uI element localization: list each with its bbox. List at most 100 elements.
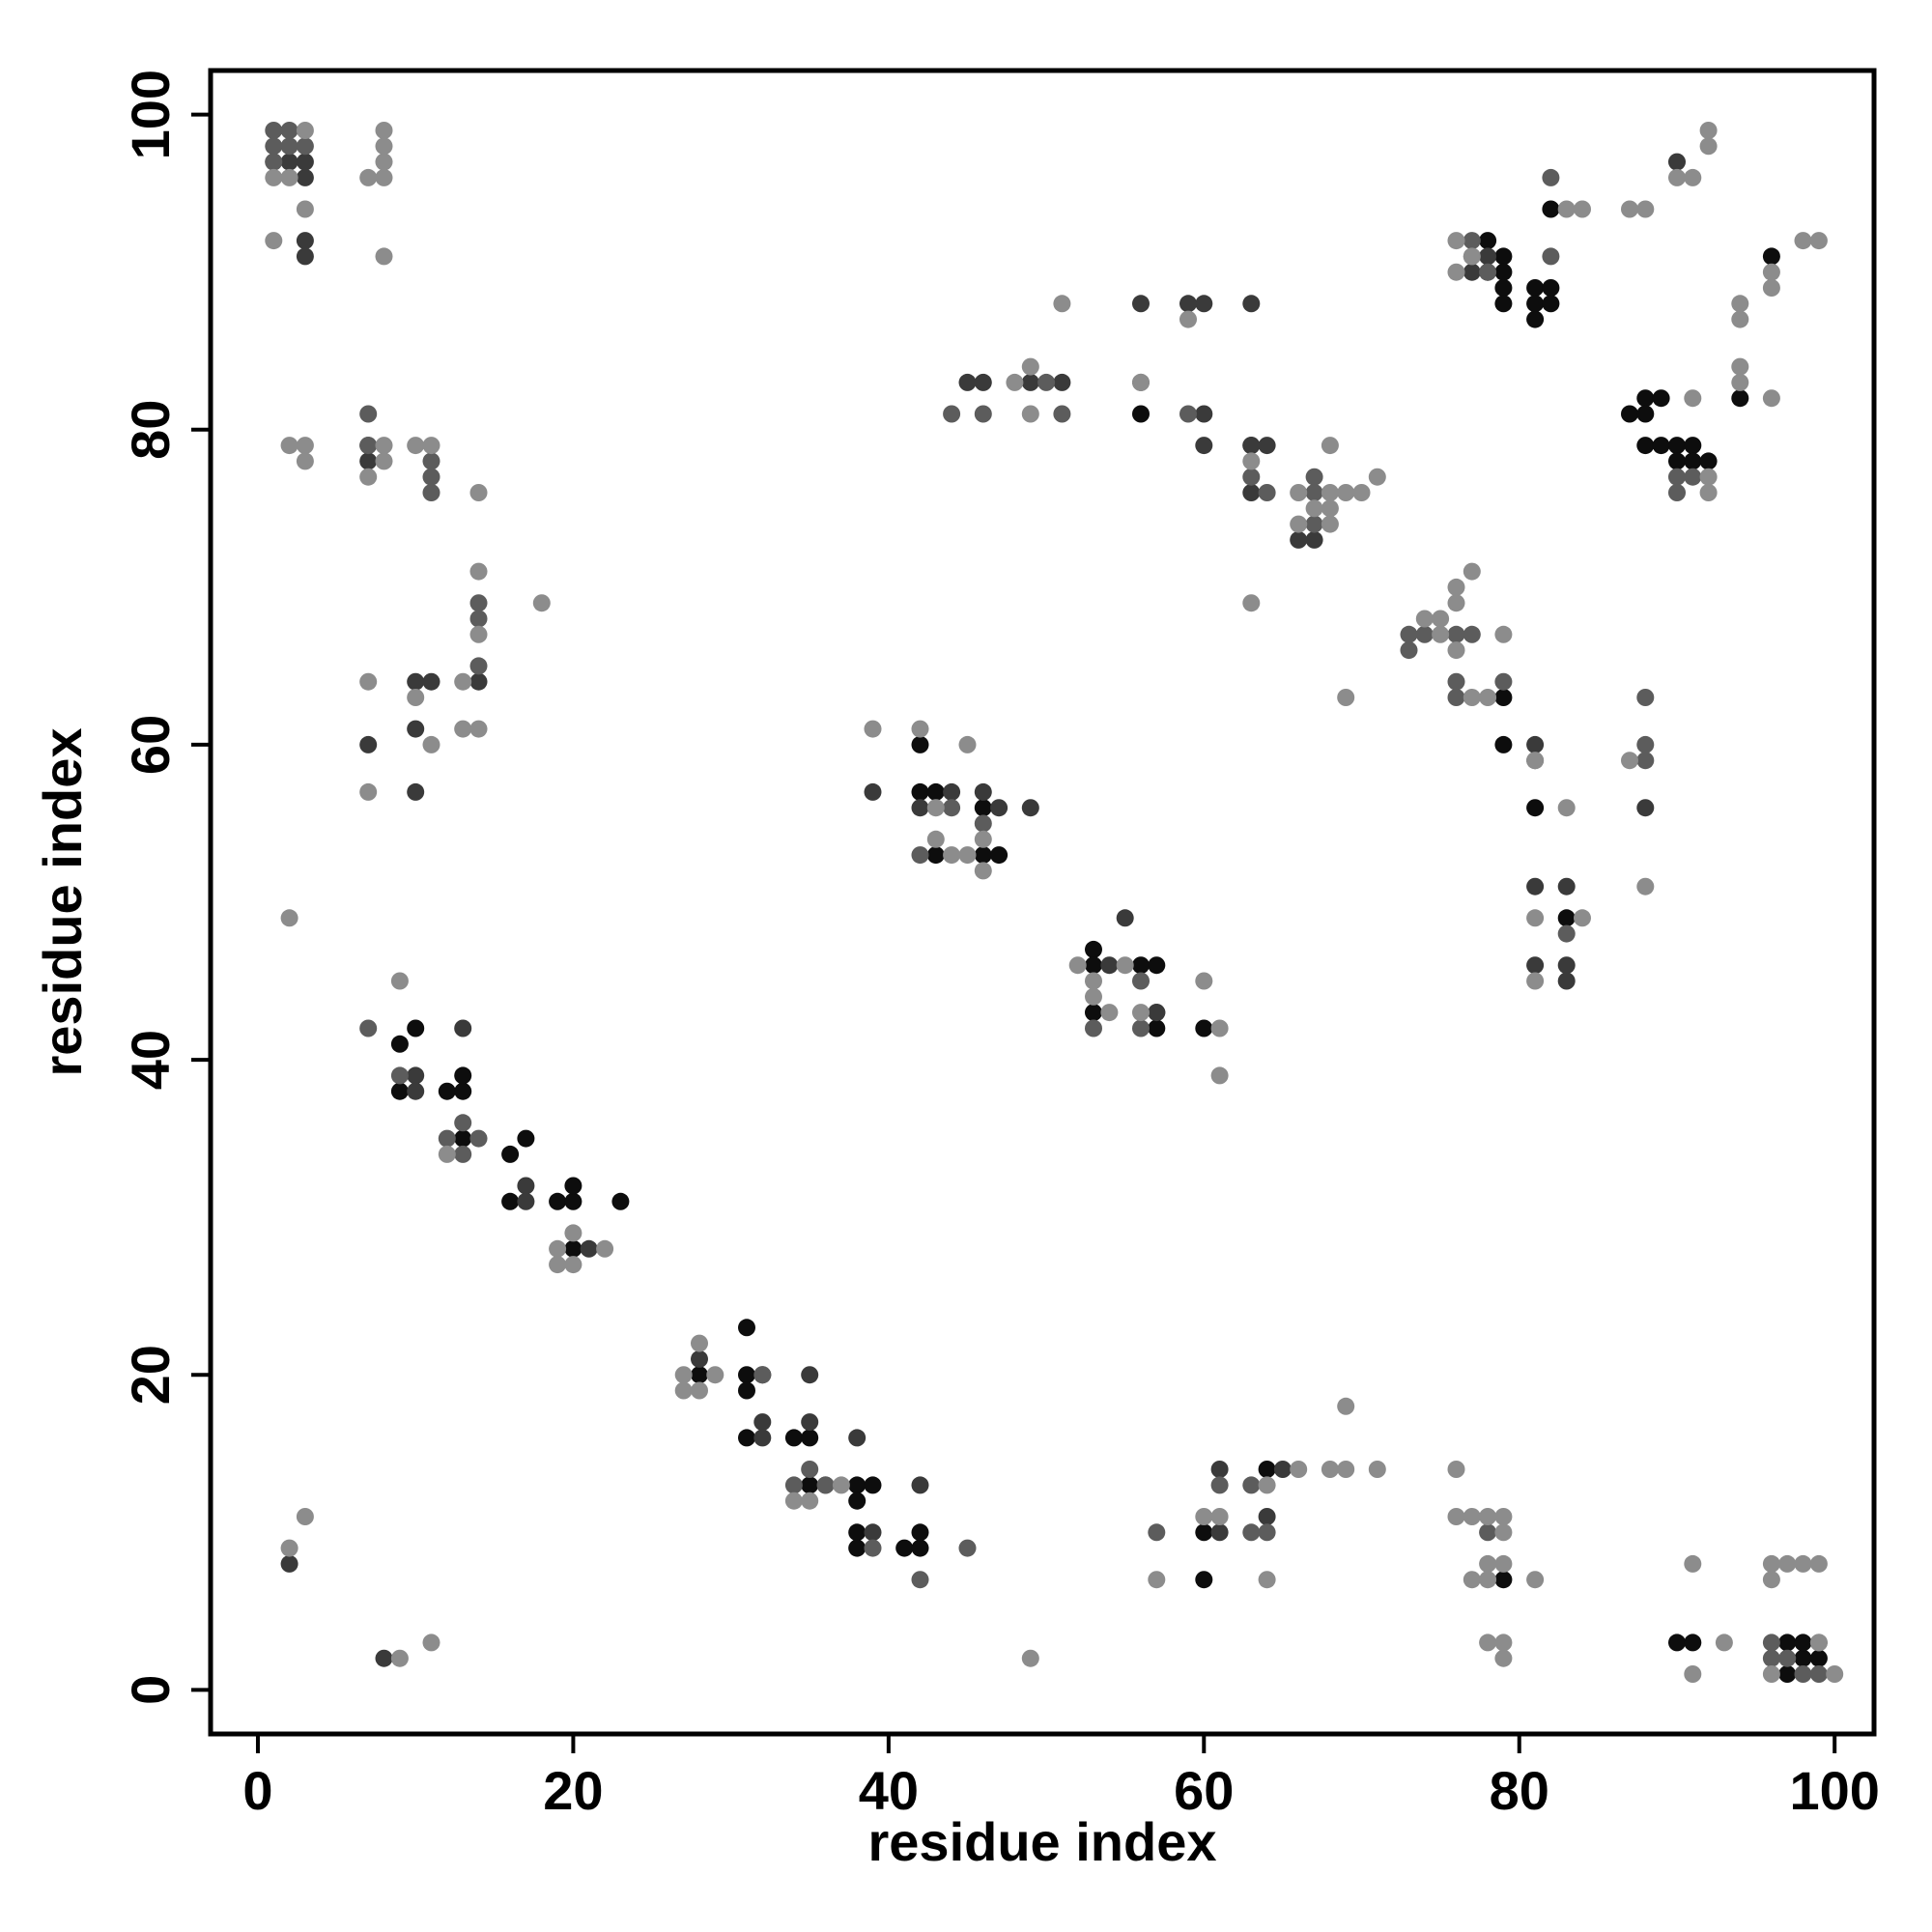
contact-point	[926, 830, 945, 848]
contact-point	[1463, 689, 1481, 706]
contact-point	[784, 1476, 803, 1494]
contact-point	[422, 437, 440, 455]
contact-point	[280, 1539, 298, 1557]
contact-point	[1684, 437, 1702, 455]
contact-point	[1542, 279, 1560, 297]
contact-point	[1210, 1066, 1229, 1085]
contact-point	[296, 1508, 314, 1525]
contact-point	[943, 405, 961, 423]
contact-point	[691, 1366, 708, 1384]
contact-point	[1794, 1634, 1812, 1652]
contact-point	[1809, 1665, 1828, 1683]
contact-point	[1463, 625, 1481, 643]
contact-point	[296, 232, 314, 250]
contact-point	[911, 1539, 929, 1557]
contact-point	[1085, 1019, 1102, 1037]
contact-point	[1809, 232, 1828, 250]
contact-point	[1636, 389, 1655, 408]
contact-point	[1463, 247, 1481, 266]
contact-point	[1352, 484, 1371, 501]
contact-point	[848, 1429, 867, 1447]
contact-point	[1337, 1397, 1355, 1415]
contact-point	[265, 232, 283, 250]
contact-point	[1479, 263, 1497, 281]
contact-point	[1731, 357, 1749, 376]
contact-point	[390, 972, 409, 990]
contact-point	[1494, 1508, 1513, 1525]
contact-point	[1368, 468, 1386, 486]
contact-point	[1132, 1019, 1150, 1037]
contact-point	[1715, 1634, 1733, 1652]
contact-point	[1526, 752, 1545, 770]
y-axis: 0 20 40 60 80 100	[120, 70, 211, 1705]
contact-point	[1258, 1523, 1276, 1542]
contact-point	[1557, 909, 1576, 927]
contact-point	[1258, 1461, 1276, 1478]
contact-point	[1684, 468, 1702, 486]
contact-point	[1148, 1019, 1166, 1037]
contact-point	[1290, 530, 1308, 549]
contact-point	[801, 1492, 819, 1510]
contact-point	[501, 1145, 520, 1163]
contact-point	[974, 814, 992, 833]
contact-point	[1021, 1649, 1039, 1667]
contact-point	[1762, 1665, 1780, 1683]
contact-point	[784, 1429, 803, 1447]
contact-point	[753, 1413, 772, 1432]
contact-point	[1731, 373, 1749, 391]
y-tick-label: 40	[120, 1030, 181, 1090]
contact-point	[1699, 484, 1718, 501]
contact-point	[469, 720, 488, 738]
contact-point	[1210, 1476, 1229, 1494]
contact-point	[1494, 672, 1513, 691]
contact-point	[359, 782, 378, 801]
contact-point	[1337, 484, 1355, 501]
contact-point	[1037, 373, 1056, 391]
contact-point	[1684, 1634, 1702, 1652]
contact-point	[1195, 437, 1213, 455]
contact-point	[1794, 1665, 1812, 1683]
contact-point	[1400, 625, 1418, 643]
contact-point	[958, 373, 977, 391]
contact-point	[1526, 735, 1545, 753]
contact-point	[1148, 1571, 1166, 1589]
contact-point	[1557, 924, 1576, 943]
contact-point	[454, 1145, 472, 1163]
contact-point	[1542, 200, 1560, 218]
contact-point	[1526, 909, 1545, 927]
contact-point	[1636, 437, 1655, 455]
contact-point	[1699, 122, 1718, 139]
contact-point	[611, 1192, 630, 1210]
contact-point	[1542, 295, 1560, 313]
contact-point	[1557, 200, 1576, 218]
contact-point	[1463, 1571, 1481, 1589]
contact-point	[1557, 972, 1576, 990]
contact-point	[280, 909, 298, 927]
contact-point	[375, 168, 393, 186]
contact-point	[911, 1476, 929, 1494]
contact-point	[359, 405, 378, 423]
contact-point	[265, 153, 283, 171]
contact-point	[390, 1066, 409, 1085]
y-tick-label: 60	[120, 715, 181, 775]
contact-point	[454, 1066, 472, 1085]
contact-point	[1116, 956, 1134, 975]
plot-frame	[208, 68, 1877, 1737]
contact-point	[1684, 1554, 1702, 1573]
contact-point	[1273, 1461, 1292, 1478]
contact-point	[974, 862, 992, 880]
y-tick-label: 0	[120, 1675, 181, 1705]
contact-point	[911, 720, 929, 738]
contact-point	[1463, 562, 1481, 581]
x-tick-label: 40	[859, 1760, 919, 1821]
contact-point	[532, 594, 551, 612]
contact-point	[974, 799, 992, 817]
contact-point	[469, 672, 488, 691]
contact-point	[974, 830, 992, 848]
contact-point	[864, 1523, 882, 1542]
contact-point	[1148, 1523, 1166, 1542]
contact-point	[1258, 437, 1276, 455]
contact-point	[1321, 1461, 1339, 1478]
contact-point	[549, 1256, 567, 1274]
